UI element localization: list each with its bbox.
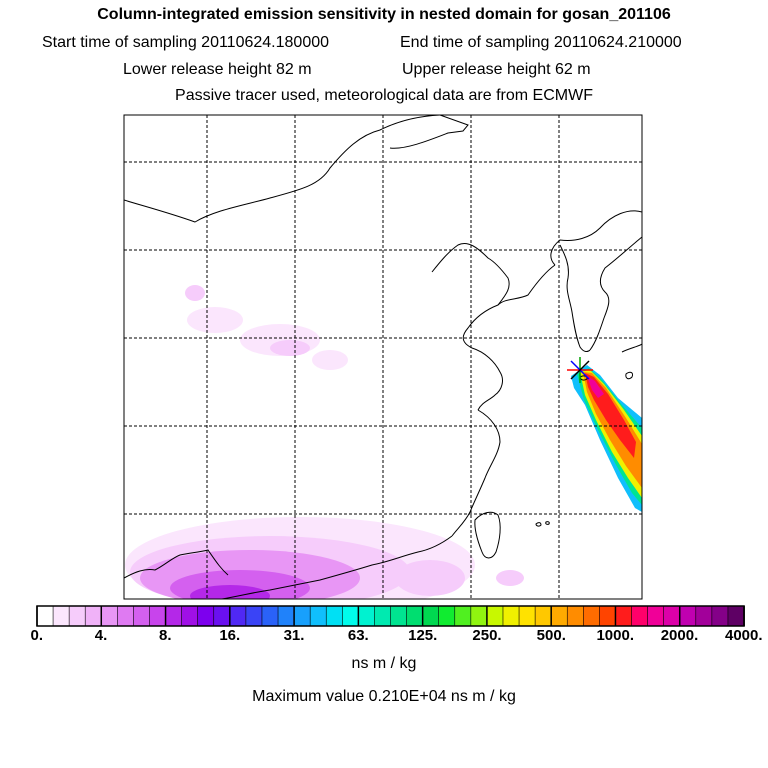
island-coast — [625, 371, 633, 380]
colorbar-swatch — [454, 605, 472, 627]
colorbar-frame — [36, 605, 745, 627]
liaodong-coast — [431, 243, 510, 306]
release-site-marker — [567, 357, 593, 383]
grid-lines — [124, 115, 642, 599]
colorbar-tick-label: 63. — [347, 627, 369, 644]
colorbar-unit: ns m / kg — [351, 655, 417, 672]
colorbar-swatch — [390, 605, 408, 627]
colorbar-swatch — [133, 605, 151, 627]
colorbar-swatch — [261, 605, 279, 627]
start-time: Start time of sampling 20110624.180000 — [42, 34, 330, 51]
colorbar-swatch — [583, 605, 601, 627]
korea-east-coast — [589, 236, 642, 351]
colorbar-swatch — [374, 605, 392, 627]
colorbar-swatch — [100, 605, 119, 627]
colorbar-swatch — [36, 605, 54, 627]
colorbar-swatch — [68, 605, 87, 627]
colorbar-swatch — [599, 605, 617, 627]
colorbar-swatch — [534, 605, 552, 627]
colorbar-swatch — [470, 605, 488, 627]
colorbar-tick-label: 4. — [94, 627, 108, 644]
coastlines — [124, 115, 642, 599]
tracer-note: Passive tracer used, meteorological data… — [175, 87, 593, 104]
colorbar-swatch — [309, 605, 328, 627]
island-coast — [535, 522, 542, 527]
colorbar-tick-label: 1000. — [596, 627, 634, 644]
colorbar-swatch — [52, 605, 70, 627]
sensitivity-field — [125, 285, 642, 599]
shandong-coast — [471, 347, 503, 411]
colorbar-swatch — [550, 605, 569, 627]
map-frame — [123, 114, 643, 600]
colorbar-swatch — [165, 605, 183, 627]
colorbar-swatch — [341, 605, 360, 627]
chart-title: Column-integrated emission sensitivity i… — [97, 6, 671, 23]
colorbar-tick-label: 31. — [283, 627, 305, 644]
indochina-border — [124, 549, 229, 579]
colorbar-swatch — [84, 605, 103, 627]
colorbar-tick-label: 250. — [472, 627, 502, 644]
colorbar-swatch — [438, 605, 456, 627]
sensitivity-patch — [496, 570, 524, 586]
colorbar — [36, 605, 745, 627]
colorbar-swatch — [197, 605, 215, 627]
colorbar-swatch — [727, 605, 745, 627]
colorbar-swatch — [213, 605, 231, 627]
colorbar-swatch — [566, 605, 585, 627]
upper-release-height: Upper release height 62 m — [402, 61, 591, 78]
colorbar-swatch — [695, 605, 713, 627]
colorbar-tick-label: 16. — [219, 627, 241, 644]
china-south-coast — [221, 535, 453, 599]
island-coast — [545, 521, 550, 525]
sensitivity-patch — [187, 307, 243, 333]
colorbar-swatch — [502, 605, 520, 627]
lower-release-height: Lower release height 82 m — [123, 61, 312, 78]
sensitivity-patch — [312, 350, 348, 370]
colorbar-swatch — [679, 605, 697, 627]
colorbar-swatch — [486, 605, 504, 627]
colorbar-swatch — [647, 605, 665, 627]
colorbar-swatch — [422, 605, 440, 627]
colorbar-swatch — [406, 605, 424, 627]
northern-border — [389, 115, 469, 149]
china-east-coast — [451, 409, 501, 537]
jeju-coast — [579, 375, 588, 381]
colorbar-swatch — [518, 605, 536, 627]
colorbar-swatch — [615, 605, 633, 627]
colorbar-swatch — [117, 605, 135, 627]
maximum-value: Maximum value 0.210E+04 ns m / kg — [252, 688, 516, 705]
sensitivity-patch — [270, 340, 310, 356]
marker-stroke — [570, 360, 590, 380]
sensitivity-patch — [190, 585, 270, 599]
plume-band-2000 — [587, 376, 604, 398]
colorbar-tick-label: 500. — [536, 627, 566, 644]
colorbar-swatch — [229, 605, 247, 627]
end-time: End time of sampling 20110624.210000 — [400, 34, 682, 51]
colorbar-tick-label: 0. — [30, 627, 44, 644]
korea-west-coast — [559, 244, 591, 353]
colorbar-tick-label: 4000. — [725, 627, 763, 644]
colorbar-tick-label: 2000. — [660, 627, 699, 644]
colorbar-swatch — [631, 605, 649, 627]
colorbar-swatch — [293, 605, 311, 627]
colorbar-swatch — [711, 605, 729, 627]
colorbar-swatch — [325, 605, 344, 627]
northern-border — [550, 210, 642, 266]
colorbar-swatch — [149, 605, 167, 627]
colorbar-tick-label: 8. — [159, 627, 172, 644]
colorbar-swatch — [181, 605, 199, 627]
colorbar-swatch — [245, 605, 263, 627]
taiwan-coast — [474, 511, 501, 559]
northern-border — [124, 115, 441, 223]
colorbar-swatch — [277, 605, 295, 627]
sensitivity-patch — [395, 560, 465, 596]
japan-coast — [621, 343, 642, 353]
colorbar-swatch — [358, 605, 376, 627]
colorbar-tick-label: 125. — [408, 627, 438, 644]
colorbar-swatch — [663, 605, 681, 627]
sensitivity-patch — [185, 285, 205, 301]
